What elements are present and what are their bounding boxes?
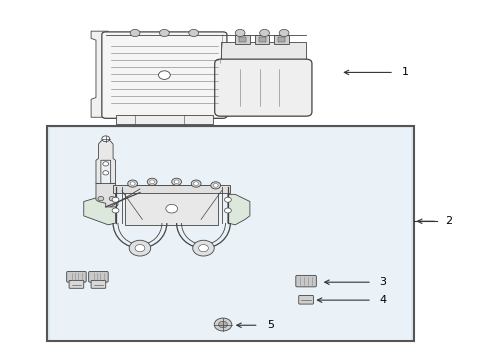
Circle shape bbox=[159, 30, 169, 37]
Circle shape bbox=[129, 240, 151, 256]
Circle shape bbox=[166, 204, 177, 213]
Bar bbox=[235, 35, 250, 44]
Bar bbox=[220, 42, 306, 65]
Polygon shape bbox=[91, 31, 108, 117]
Circle shape bbox=[147, 178, 157, 185]
Circle shape bbox=[219, 321, 227, 328]
Circle shape bbox=[224, 197, 231, 202]
Circle shape bbox=[213, 184, 218, 187]
Bar bbox=[113, 185, 230, 193]
FancyBboxPatch shape bbox=[91, 280, 106, 288]
Circle shape bbox=[235, 30, 245, 37]
FancyBboxPatch shape bbox=[67, 271, 86, 282]
Circle shape bbox=[189, 30, 198, 37]
Polygon shape bbox=[84, 194, 116, 225]
Bar bbox=[255, 35, 270, 44]
Text: 3: 3 bbox=[379, 277, 387, 287]
Bar bbox=[125, 185, 218, 225]
Circle shape bbox=[211, 182, 220, 189]
Circle shape bbox=[214, 318, 232, 331]
Bar bbox=[49, 128, 411, 339]
Text: 5: 5 bbox=[267, 320, 274, 330]
Circle shape bbox=[224, 208, 231, 213]
FancyBboxPatch shape bbox=[89, 271, 108, 282]
Circle shape bbox=[98, 197, 104, 201]
Circle shape bbox=[109, 197, 115, 201]
Circle shape bbox=[191, 180, 201, 187]
Polygon shape bbox=[96, 139, 116, 184]
Circle shape bbox=[260, 30, 270, 37]
FancyBboxPatch shape bbox=[215, 59, 312, 116]
Polygon shape bbox=[228, 194, 250, 225]
Circle shape bbox=[279, 30, 289, 37]
Bar bbox=[274, 35, 289, 44]
FancyBboxPatch shape bbox=[296, 275, 317, 287]
Bar bbox=[49, 10, 382, 134]
Text: 2: 2 bbox=[445, 216, 452, 226]
FancyBboxPatch shape bbox=[69, 280, 84, 288]
Text: 4: 4 bbox=[379, 295, 387, 305]
Circle shape bbox=[172, 178, 181, 185]
Bar bbox=[116, 116, 213, 125]
Circle shape bbox=[128, 180, 138, 187]
Circle shape bbox=[103, 162, 109, 166]
Bar bbox=[47, 126, 414, 341]
Circle shape bbox=[193, 240, 214, 256]
Circle shape bbox=[130, 30, 140, 37]
Circle shape bbox=[130, 182, 135, 185]
Circle shape bbox=[135, 244, 145, 252]
Text: 1: 1 bbox=[401, 67, 408, 77]
Circle shape bbox=[159, 71, 170, 80]
FancyBboxPatch shape bbox=[102, 32, 227, 118]
FancyBboxPatch shape bbox=[299, 296, 314, 304]
Circle shape bbox=[103, 171, 109, 175]
Circle shape bbox=[194, 182, 198, 185]
Circle shape bbox=[150, 180, 155, 184]
Bar bbox=[47, 126, 414, 341]
Bar bbox=[259, 37, 266, 42]
Circle shape bbox=[198, 244, 208, 252]
Circle shape bbox=[174, 180, 179, 184]
Circle shape bbox=[112, 197, 119, 202]
Circle shape bbox=[112, 208, 119, 213]
Bar bbox=[278, 37, 285, 42]
Polygon shape bbox=[96, 184, 118, 207]
Bar bbox=[239, 37, 246, 42]
Circle shape bbox=[102, 136, 110, 141]
